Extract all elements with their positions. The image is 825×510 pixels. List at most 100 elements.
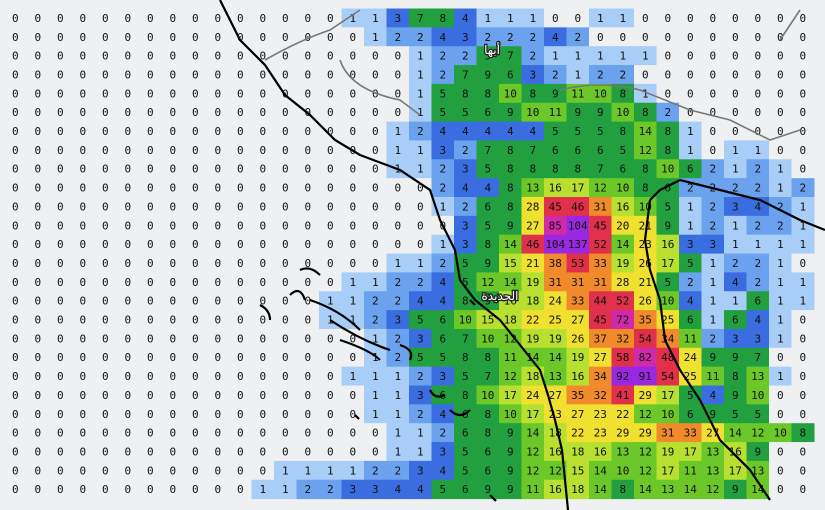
grid-cell [319, 140, 342, 160]
grid-cell [544, 83, 567, 104]
cell-value: 0 [102, 389, 109, 402]
cell-value: 27 [594, 351, 607, 364]
grid-cell [364, 140, 387, 160]
cell-value: 2 [709, 163, 716, 176]
grid-cell [566, 121, 590, 141]
cell-value: 12 [639, 144, 652, 157]
cell-value: 16 [729, 445, 742, 458]
grid-cell [341, 291, 365, 311]
grid-cell [521, 46, 545, 66]
cell-value: 0 [192, 238, 199, 251]
grid-cell [701, 46, 725, 66]
cell-value: 0 [282, 31, 289, 44]
grid-cell [26, 253, 50, 273]
grid-cell [139, 423, 162, 443]
cell-value: 0 [12, 31, 19, 44]
grid-cell [454, 385, 477, 405]
cell-value: 1 [282, 483, 289, 496]
grid-cell [251, 460, 275, 481]
cell-value: 1 [417, 50, 424, 63]
cell-value: 2 [732, 182, 739, 195]
cell-value: 0 [282, 163, 289, 176]
grid-cell [26, 328, 50, 349]
cell-value: 8 [462, 389, 469, 402]
cell-value: 0 [394, 87, 401, 100]
grid-cell [26, 291, 50, 311]
grid-cell [656, 8, 680, 28]
grid-cell [386, 65, 410, 85]
cell-value: 8 [574, 163, 581, 176]
grid-cell [116, 272, 140, 292]
cell-value: 12 [639, 445, 652, 458]
cell-value: 0 [349, 238, 356, 251]
grid-cell [116, 140, 140, 160]
grid-cell [296, 140, 320, 160]
cell-value: 0 [237, 182, 244, 195]
grid-cell [116, 65, 140, 85]
cell-value: 0 [124, 408, 131, 421]
grid-cell [634, 460, 657, 481]
grid-cell [319, 65, 342, 85]
grid-cell [206, 272, 230, 292]
cell-value: 3 [372, 483, 379, 496]
cell-value: 9 [484, 295, 491, 308]
cell-value: 12 [639, 408, 652, 421]
grid-cell [431, 159, 455, 179]
grid-cell [544, 8, 567, 28]
cell-value: 1 [799, 276, 806, 289]
cell-value: 0 [12, 389, 19, 402]
grid-cell [769, 159, 792, 179]
cell-value: 0 [57, 182, 64, 195]
grid-cell [251, 83, 275, 104]
cell-value: 8 [507, 163, 514, 176]
grid-cell [274, 159, 297, 179]
cell-value: 9 [754, 445, 761, 458]
grid-cell [296, 272, 320, 292]
cell-value: 0 [102, 257, 109, 270]
cell-value: 31 [661, 427, 674, 440]
cell-value: 1 [417, 87, 424, 100]
grid-cell [701, 197, 725, 217]
grid-cell [521, 159, 545, 179]
cell-value: 0 [664, 50, 671, 63]
grid-cell [319, 328, 342, 349]
grid-cell [499, 460, 522, 481]
grid-cell [701, 83, 725, 104]
cell-value: 3 [394, 12, 401, 25]
cell-value: 0 [57, 483, 64, 496]
cell-value: 6 [484, 200, 491, 213]
grid-cell [769, 404, 792, 424]
cell-value: 0 [237, 257, 244, 270]
grid-cell [544, 197, 567, 217]
cell-value: 0 [192, 408, 199, 421]
grid-cell [139, 253, 162, 273]
cell-value: 1 [732, 144, 739, 157]
cell-value: 0 [147, 50, 154, 63]
cell-value: 0 [237, 370, 244, 383]
grid-cell [454, 215, 477, 236]
cell-value: 16 [504, 295, 517, 308]
grid-cell [341, 347, 365, 368]
grid-cell [139, 291, 162, 311]
grid-cell [296, 27, 320, 47]
grid-cell [769, 140, 792, 160]
grid-cell [589, 27, 612, 47]
grid-cell [71, 253, 95, 273]
cell-value: 0 [282, 50, 289, 63]
grid-cell [71, 479, 95, 500]
grid-cell [589, 121, 612, 141]
grid-cell [161, 442, 185, 462]
cell-value: 3 [417, 332, 424, 345]
grid-cell [589, 442, 612, 462]
grid-cell [251, 159, 275, 179]
grid-cell [206, 460, 230, 481]
cell-value: 0 [799, 445, 806, 458]
grid-cell [386, 272, 410, 292]
cell-value: 0 [214, 144, 221, 157]
cell-value: 8 [507, 200, 514, 213]
grid-cell [679, 159, 702, 179]
cell-value: 1 [394, 445, 401, 458]
grid-cell [386, 121, 410, 141]
grid-cell [589, 347, 612, 368]
grid-cell [791, 442, 815, 462]
